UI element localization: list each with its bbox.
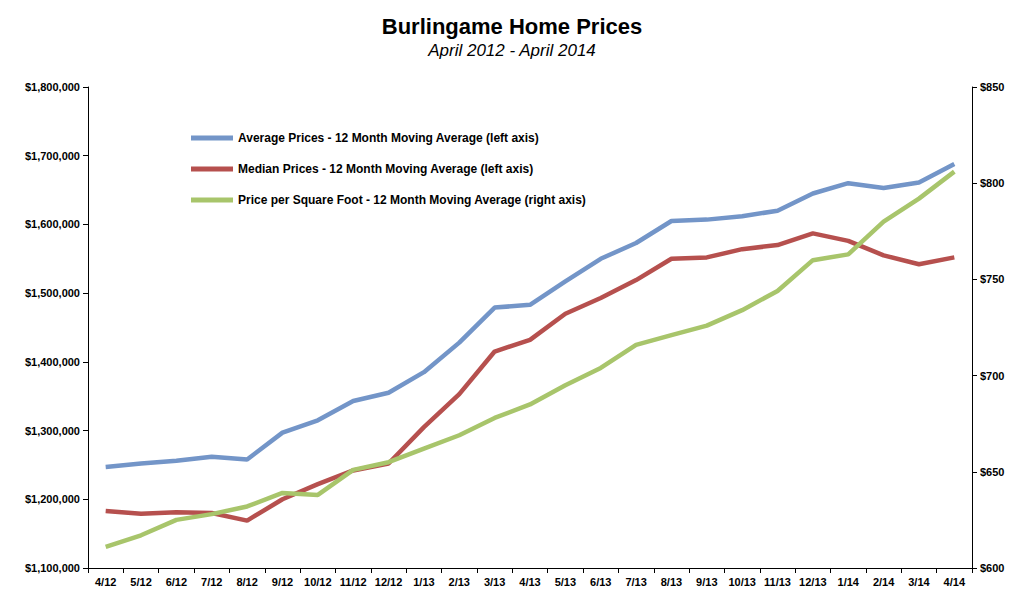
- svg-text:$1,400,000: $1,400,000: [25, 356, 80, 368]
- svg-text:12/12: 12/12: [375, 576, 403, 588]
- svg-text:$1,600,000: $1,600,000: [25, 218, 80, 230]
- svg-text:3/13: 3/13: [484, 576, 505, 588]
- svg-text:11/13: 11/13: [764, 576, 791, 588]
- svg-text:$700: $700: [980, 370, 1004, 382]
- svg-text:12/13: 12/13: [799, 576, 827, 588]
- svg-text:$800: $800: [980, 177, 1004, 189]
- svg-text:Burlingame Home Prices: Burlingame Home Prices: [382, 14, 642, 39]
- svg-text:9/13: 9/13: [696, 576, 717, 588]
- svg-text:$1,100,000: $1,100,000: [25, 562, 80, 574]
- svg-text:5/13: 5/13: [555, 576, 576, 588]
- svg-text:6/12: 6/12: [166, 576, 187, 588]
- svg-text:$1,500,000: $1,500,000: [25, 287, 80, 299]
- svg-text:2/14: 2/14: [873, 576, 895, 588]
- svg-text:8/13: 8/13: [661, 576, 682, 588]
- svg-text:9/12: 9/12: [272, 576, 293, 588]
- svg-text:7/13: 7/13: [625, 576, 646, 588]
- svg-text:$750: $750: [980, 273, 1004, 285]
- svg-text:6/13: 6/13: [590, 576, 611, 588]
- svg-text:7/12: 7/12: [201, 576, 222, 588]
- svg-text:10/13: 10/13: [728, 576, 756, 588]
- svg-text:$1,200,000: $1,200,000: [25, 493, 80, 505]
- svg-text:10/12: 10/12: [304, 576, 332, 588]
- svg-text:Price per Square Foot - 12 Mon: Price per Square Foot - 12 Month Moving …: [238, 193, 586, 207]
- svg-text:4/12: 4/12: [95, 576, 116, 588]
- svg-text:$600: $600: [980, 562, 1004, 574]
- svg-text:Median Prices - 12 Month Movin: Median Prices - 12 Month Moving Average …: [238, 162, 533, 176]
- svg-text:$1,300,000: $1,300,000: [25, 425, 80, 437]
- svg-text:1/13: 1/13: [413, 576, 434, 588]
- svg-text:8/12: 8/12: [236, 576, 257, 588]
- svg-text:April 2012 - April 2014: April 2012 - April 2014: [427, 41, 596, 60]
- svg-text:$850: $850: [980, 81, 1004, 93]
- svg-text:$1,700,000: $1,700,000: [25, 150, 80, 162]
- svg-text:1/14: 1/14: [838, 576, 860, 588]
- svg-text:5/12: 5/12: [130, 576, 151, 588]
- svg-text:$650: $650: [980, 466, 1004, 478]
- svg-text:4/13: 4/13: [519, 576, 540, 588]
- svg-text:Average Prices - 12 Month Movi: Average Prices - 12 Month Moving Average…: [238, 131, 539, 145]
- svg-text:3/14: 3/14: [908, 576, 930, 588]
- svg-text:11/12: 11/12: [340, 576, 367, 588]
- svg-text:4/14: 4/14: [944, 576, 966, 588]
- svg-text:$1,800,000: $1,800,000: [25, 81, 80, 93]
- svg-text:2/13: 2/13: [449, 576, 470, 588]
